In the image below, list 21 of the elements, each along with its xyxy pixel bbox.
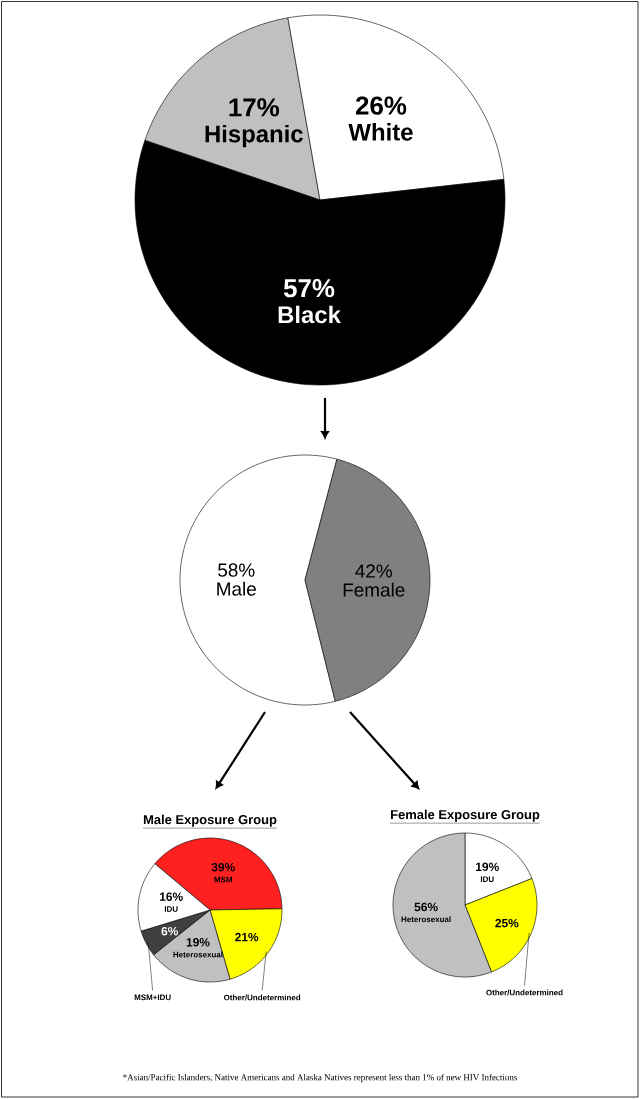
text: *Asian/Pacific Islanders, Native Americans and Alaska Natives represent less than 1% of new HIV Infections (123, 1073, 518, 1083)
slice-label: Black (278, 305, 341, 324)
data-label: 39% (211, 863, 235, 872)
data-label: 19% (476, 862, 499, 872)
data-label: 16% (159, 892, 183, 901)
data-label: 25% (495, 918, 519, 928)
data-label: 56% (414, 902, 438, 912)
data-label: 19% (186, 938, 210, 947)
data-label: 17% (229, 98, 280, 117)
slice-label: Hispanic (205, 124, 303, 148)
chart-title: Male Exposure Group (143, 814, 277, 827)
data-label: 21% (235, 932, 259, 942)
data-label: 26% (355, 96, 407, 115)
chart-title: Female Exposure Group (391, 809, 540, 822)
slice-label: White (348, 123, 413, 141)
slice-label: Male (217, 581, 256, 596)
data-label: 57% (283, 279, 335, 298)
data-label: 58% (218, 563, 255, 577)
slice-label: Female (343, 582, 405, 597)
data-label: 6% (161, 926, 179, 936)
data-label: 42% (355, 564, 393, 578)
